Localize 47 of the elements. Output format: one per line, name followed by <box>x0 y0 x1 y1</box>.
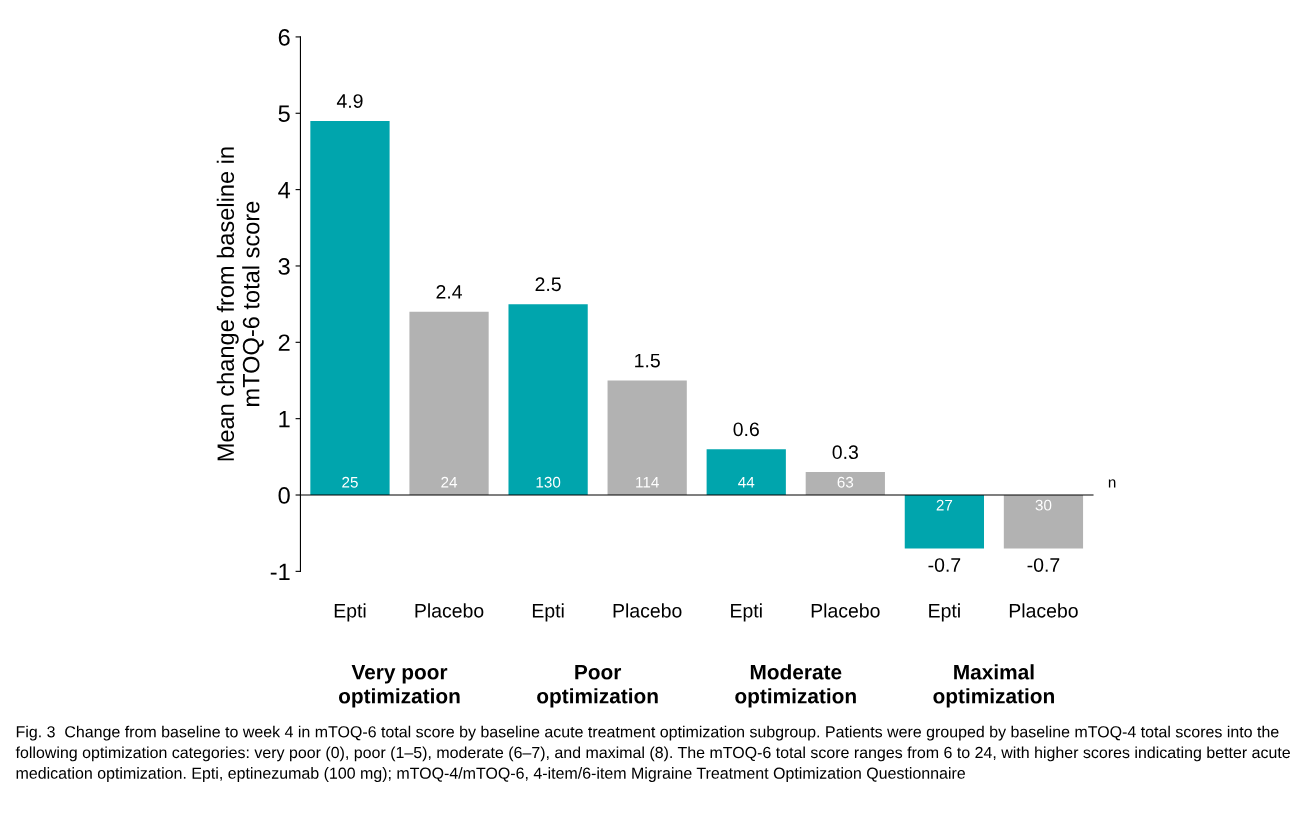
bar <box>706 449 786 496</box>
x-tick-label: Epti <box>731 603 762 622</box>
bar <box>508 304 588 496</box>
data-label: 2.5 <box>535 277 561 292</box>
text: Maximal optimization <box>933 664 1054 708</box>
text: n <box>1108 479 1116 488</box>
x-tick-label: Placebo <box>613 603 682 618</box>
y-tick-label: 6 <box>278 28 290 46</box>
annotation: 30 <box>1035 499 1052 511</box>
data-label: -0.7 <box>1027 558 1060 572</box>
text: Poor optimization <box>537 664 658 708</box>
bar <box>607 380 687 496</box>
x-tick-label: Placebo <box>1009 603 1078 618</box>
annotation: 24 <box>441 476 458 488</box>
bar <box>409 311 489 496</box>
y-tick-label: 3 <box>278 258 290 275</box>
y-tick-label: 4 <box>278 181 291 199</box>
annotation: 44 <box>738 477 755 488</box>
text: Moderate optimization <box>735 664 856 708</box>
annotation: 27 <box>936 499 953 511</box>
data-label: 4.9 <box>336 94 363 108</box>
x-tick-label: Epti <box>532 603 564 622</box>
y-tick-label: 1 <box>279 410 290 428</box>
bar <box>904 495 985 549</box>
bar <box>1003 495 1084 549</box>
data-label: 2.4 <box>436 285 462 299</box>
bar <box>805 472 885 496</box>
y-tick-label: 5 <box>278 105 290 123</box>
data-label: 0.6 <box>733 422 759 437</box>
bar <box>310 120 390 496</box>
caption: Fig. 3 Change from baseline to week 4 in mTOQ-6 total score by baseline acute treatment optimization subgroup. Patients were grouped by baseline mTOQ-4 total scores into the following optimization categories: very poor (0), poor (1–5), moderate (6–7), and maximal (8). The mTOQ-6 total score ranges from 6 to 24, with higher scores indicating better acute medication optimization. Epti, eptinezumab (100 mg); mTOQ-4/mTOQ-6, 4-item/6-item Migraine Treatment Optimization Questionnaire <box>15 725 1290 782</box>
annotation: 63 <box>837 476 854 488</box>
text: Very poor optimization <box>338 664 460 708</box>
x-tick-label: Placebo <box>415 603 484 618</box>
annotation: 25 <box>342 476 358 488</box>
y-tick-label: -1 <box>270 563 290 580</box>
annotation: 114 <box>636 477 659 488</box>
y-axis-title: Mean change from baseline in mTOQ-6 total score <box>216 147 264 461</box>
data-label: -0.7 <box>928 558 961 572</box>
annotation: 130 <box>536 476 561 488</box>
x-tick-label: Epti <box>334 603 366 622</box>
data-label: 1.5 <box>635 353 660 368</box>
y-tick-label: 0 <box>278 487 290 504</box>
data-label: 0.3 <box>832 445 858 460</box>
y-tick-label: 2 <box>278 334 290 351</box>
x-tick-label: Placebo <box>811 603 880 618</box>
x-tick-label: Epti <box>929 603 960 622</box>
